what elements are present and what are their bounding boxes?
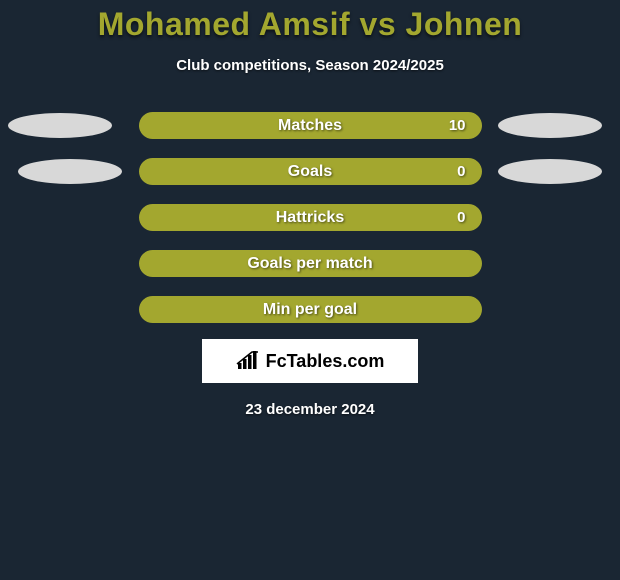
page-subtitle: Club competitions, Season 2024/2025 — [176, 57, 444, 74]
stat-label: Min per goal — [263, 301, 357, 319]
bar-chart-icon — [236, 351, 260, 371]
player-left-ellipse — [18, 159, 122, 184]
stats-list: Matches 10 Goals 0 Hattricks 0 Goals per… — [0, 112, 620, 323]
stat-value: 0 — [457, 163, 465, 180]
stat-bar: Hattricks 0 — [139, 204, 482, 231]
page-title: Mohamed Amsif vs Johnen — [98, 6, 523, 43]
stat-bar: Goals 0 — [139, 158, 482, 185]
stat-value: 0 — [457, 209, 465, 226]
brand-logo-text: FcTables.com — [266, 351, 385, 372]
brand-logo[interactable]: FcTables.com — [202, 339, 418, 383]
stat-row: Matches 10 — [0, 112, 620, 139]
footer-date: 23 december 2024 — [245, 401, 374, 418]
stat-bar: Matches 10 — [139, 112, 482, 139]
stat-row: Hattricks 0 — [0, 204, 620, 231]
stat-bar: Goals per match — [139, 250, 482, 277]
stat-label: Matches — [278, 117, 342, 135]
infographic-container: Mohamed Amsif vs Johnen Club competition… — [0, 0, 620, 418]
player-right-ellipse — [498, 159, 602, 184]
stat-bar: Min per goal — [139, 296, 482, 323]
stat-value: 10 — [449, 117, 466, 134]
player-right-ellipse — [498, 113, 602, 138]
stat-row: Goals 0 — [0, 158, 620, 185]
stat-label: Hattricks — [276, 209, 344, 227]
stat-label: Goals — [288, 163, 332, 181]
player-left-ellipse — [8, 113, 112, 138]
stat-label: Goals per match — [247, 255, 372, 273]
stat-row: Min per goal — [0, 296, 620, 323]
stat-row: Goals per match — [0, 250, 620, 277]
